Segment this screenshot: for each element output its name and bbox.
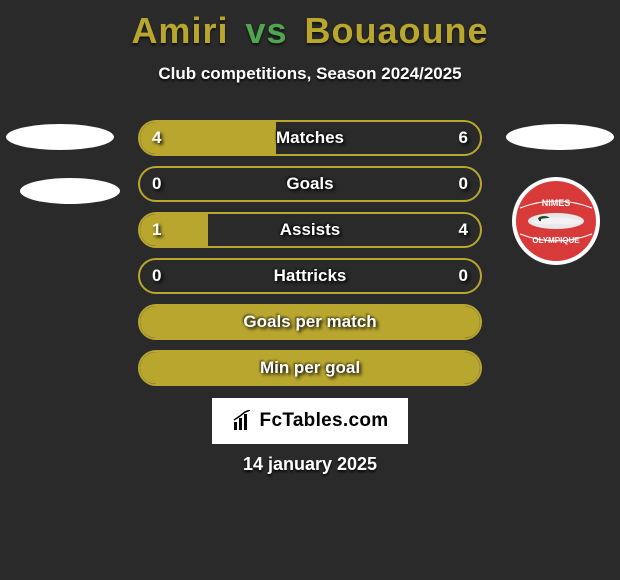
badge-text-bottom: OLYMPIQUE xyxy=(532,236,580,245)
stat-bar-row: 00Hattricks xyxy=(138,258,482,294)
stat-bar-track xyxy=(138,304,482,340)
stat-bar-fill xyxy=(140,306,480,338)
stat-bar-track: 00 xyxy=(138,166,482,202)
subtitle: Club competitions, Season 2024/2025 xyxy=(0,64,620,84)
stat-value-right: 4 xyxy=(459,220,468,240)
stat-bar-fill xyxy=(140,352,480,384)
stat-bar-track: 46 xyxy=(138,120,482,156)
stat-value-left: 0 xyxy=(152,266,161,286)
stat-bars-container: 46Matches00Goals14Assists00HattricksGoal… xyxy=(138,120,482,396)
left-club-blob-2 xyxy=(20,178,120,204)
stat-value-right: 0 xyxy=(459,174,468,194)
stat-bar-track: 00 xyxy=(138,258,482,294)
stat-value-left: 4 xyxy=(152,128,161,148)
stat-bar-track xyxy=(138,350,482,386)
player1-name: Amiri xyxy=(131,10,228,51)
stat-bar-row: 46Matches xyxy=(138,120,482,156)
date-text: 14 january 2025 xyxy=(0,454,620,475)
fctables-icon xyxy=(232,410,254,432)
stat-value-right: 0 xyxy=(459,266,468,286)
vs-text: vs xyxy=(245,10,287,51)
stat-value-right: 6 xyxy=(459,128,468,148)
stat-bar-row: 00Goals xyxy=(138,166,482,202)
fctables-text: FcTables.com xyxy=(260,410,389,432)
fctables-watermark: FcTables.com xyxy=(212,398,408,444)
right-club-badge: NIMES OLYMPIQUE xyxy=(492,176,620,266)
right-club-blob-1 xyxy=(506,124,614,150)
player2-name: Bouaoune xyxy=(305,10,489,51)
badge-text-top: NIMES xyxy=(542,198,571,208)
stat-bar-track: 14 xyxy=(138,212,482,248)
stat-bar-row: 14Assists xyxy=(138,212,482,248)
stat-bar-row: Goals per match xyxy=(138,304,482,340)
stat-bar-row: Min per goal xyxy=(138,350,482,386)
comparison-title: Amiri vs Bouaoune xyxy=(0,0,620,52)
left-club-blob-1 xyxy=(6,124,114,150)
stat-value-left: 1 xyxy=(152,220,161,240)
stat-bar-fill xyxy=(140,214,208,246)
stat-value-left: 0 xyxy=(152,174,161,194)
